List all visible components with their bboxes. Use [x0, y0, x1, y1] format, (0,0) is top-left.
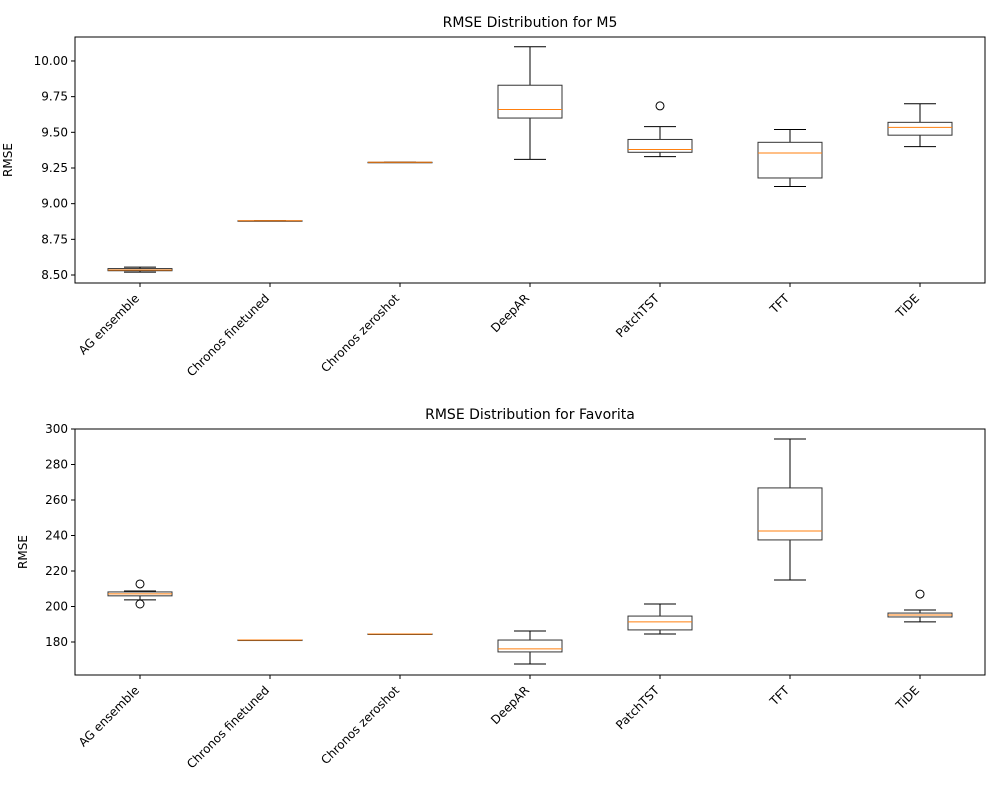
x-tick-label: TiDE: [892, 683, 922, 713]
y-tick-label: 240: [45, 528, 68, 542]
y-tick-label: 9.50: [41, 125, 68, 139]
box: [497, 84, 563, 119]
box: [497, 639, 563, 653]
y-tick-label: 9.00: [41, 197, 68, 211]
x-tick-label: Chronos finetuned: [184, 291, 272, 379]
x-tick-label: TFT: [766, 683, 792, 709]
y-tick-label: 200: [45, 599, 68, 613]
x-tick-label: DeepAR: [488, 683, 532, 727]
plot-frame: [74, 36, 986, 284]
y-axis-label: RMSE: [1, 143, 15, 177]
box: [757, 487, 823, 541]
y-tick-label: 260: [45, 493, 68, 507]
y-axis-label: RMSE: [16, 535, 30, 569]
box: [627, 615, 693, 631]
y-tick-label: 280: [45, 457, 68, 471]
x-tick-label: Chronos finetuned: [184, 683, 272, 771]
flier: [135, 599, 145, 609]
x-tick-label: Chronos zeroshot: [318, 683, 402, 767]
chart-title: RMSE Distribution for Favorita: [425, 407, 635, 423]
flier: [135, 579, 145, 589]
y-tick-label: 8.75: [41, 232, 68, 246]
x-tick-label: TiDE: [892, 291, 922, 321]
x-tick-label: AG ensemble: [76, 291, 142, 357]
x-tick-label: Chronos zeroshot: [318, 291, 402, 375]
y-tick-label: 9.75: [41, 90, 68, 104]
x-tick-label: AG ensemble: [76, 683, 142, 749]
y-tick-label: 300: [45, 422, 68, 436]
box: [757, 141, 823, 179]
x-tick-label: DeepAR: [488, 291, 532, 335]
y-tick-label: 8.50: [41, 268, 68, 282]
box: [887, 121, 953, 136]
y-tick-label: 10.00: [34, 54, 68, 68]
x-tick-label: TFT: [766, 291, 792, 317]
y-tick-label: 220: [45, 564, 68, 578]
y-tick-label: 180: [45, 635, 68, 649]
flier: [655, 101, 665, 111]
chart-title: RMSE Distribution for M5: [443, 15, 618, 31]
plot-frame: [74, 428, 986, 676]
box: [627, 138, 693, 153]
x-tick-label: PatchTST: [613, 291, 662, 340]
x-tick-label: PatchTST: [613, 683, 662, 732]
flier: [915, 589, 925, 599]
y-tick-label: 9.25: [41, 161, 68, 175]
